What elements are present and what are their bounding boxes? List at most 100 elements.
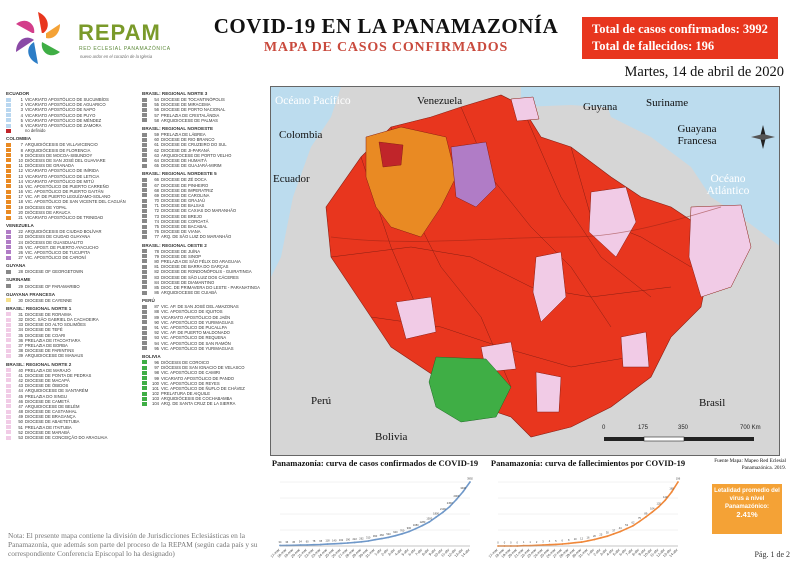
legend-label: DIOCESE DE CAYENNE bbox=[25, 297, 72, 303]
legend-label: DIOCESE OF GEORGETOWN bbox=[25, 269, 84, 275]
legend-swatch bbox=[142, 335, 147, 340]
deaths-data-label: 89 bbox=[644, 511, 647, 515]
deaths-point bbox=[670, 491, 673, 494]
deaths-point bbox=[593, 538, 596, 541]
legend-label: VIC. APOSTÓLICO DE YURIMAGUAS bbox=[161, 345, 234, 351]
legend-number: 90 bbox=[154, 319, 159, 325]
legend-swatch bbox=[6, 205, 11, 210]
legend-item: 81 DIOCESE DE BARRA DO GARÇAS bbox=[142, 264, 268, 269]
legend-label: DIOCESE DE GRAJAÚ bbox=[161, 198, 205, 204]
legend-item: 39 ARQUIDIOCESE DE MANAUS bbox=[6, 353, 138, 358]
legend-heading: BOLIVIA bbox=[142, 353, 161, 359]
legend-label: DIOCESE DO ALTO SOLIMÕES bbox=[25, 322, 86, 328]
legend-label: PRELAZIA DE CRISTALÂNDIA bbox=[161, 112, 220, 118]
legend-item: 50 DIOCESE DE ABAETETUBA bbox=[6, 419, 138, 424]
legend-label: ARQ. DE SANTA CRUZ DE LA SIERRA bbox=[161, 401, 236, 407]
legend-label: VIC. APOSTÓLICO DE REQUENA bbox=[161, 335, 227, 341]
deaths-data-label: 1 bbox=[523, 540, 525, 544]
legend-swatch bbox=[6, 284, 11, 289]
label-peru: Perú bbox=[311, 395, 332, 407]
legend-swatch bbox=[142, 214, 147, 219]
legend-swatch bbox=[6, 373, 11, 378]
cases-data-label: 3992 bbox=[467, 477, 473, 481]
deaths-x-tick-label: 2-abr bbox=[593, 547, 602, 556]
map-credit: Fuente Mapa: Mapeo Red Eclesial Panamazó… bbox=[714, 458, 786, 471]
legend-label: DIOCESE DE CASTANHAL bbox=[25, 409, 77, 415]
legend-swatch bbox=[6, 168, 11, 173]
legend-item: 33 DIOCESE DO ALTO SOLIMÕES bbox=[6, 322, 138, 327]
deaths-data-label: 0 bbox=[517, 541, 519, 545]
legend-swatch bbox=[6, 229, 11, 234]
legend-number: 46 bbox=[18, 398, 23, 404]
legend-item: 42 DIOCESE DE MACAPÁ bbox=[6, 378, 138, 383]
legend-swatch bbox=[142, 148, 147, 153]
legend-swatch bbox=[142, 249, 147, 254]
legend-number: 29 bbox=[18, 283, 23, 289]
cases-x-tick-label: 12-abr bbox=[447, 547, 458, 558]
legend-swatch bbox=[142, 118, 147, 123]
deaths-point bbox=[561, 543, 564, 545]
legend-item: 40 PRELAZIA DE MARAJÓ bbox=[6, 368, 138, 373]
legend-swatch bbox=[6, 394, 11, 399]
legend-number: 61 bbox=[154, 142, 159, 148]
cases-data-label: 118 bbox=[325, 539, 330, 543]
legend-number: 49 bbox=[18, 414, 23, 420]
legend-item: 70 DIOCESE DE GRAJAÚ bbox=[142, 198, 268, 203]
deaths-point bbox=[619, 530, 622, 533]
deaths-data-label: 6 bbox=[562, 539, 564, 543]
legend-item: 27 VIC. APOSTÓLICO DE CARONÍ bbox=[6, 255, 138, 260]
legend-number: 80 bbox=[154, 258, 159, 264]
total-cases: Total de casos confirmados: 3992 bbox=[592, 22, 768, 36]
deaths-point bbox=[574, 541, 577, 544]
legend-swatch bbox=[142, 365, 147, 370]
legend-swatch bbox=[6, 153, 11, 158]
cases-point bbox=[353, 541, 356, 544]
legend-heading: BRASIL: REGIONAL NORTE 3 bbox=[142, 91, 208, 96]
legend-item: 59 PRELAZIA DE LÁBREA bbox=[142, 132, 268, 137]
legend-number: 95 bbox=[154, 345, 159, 351]
cases-data-label: 78 bbox=[312, 539, 315, 543]
legend-swatch bbox=[142, 177, 147, 182]
river-line bbox=[330, 206, 722, 242]
legend-label: DIOCESE DE CONCEIÇÃO DO ARAGUAIA bbox=[25, 435, 108, 441]
legend-label: VICARIATO APOSTÓLICO DE ZAMORA bbox=[25, 123, 102, 129]
legend-label: DIOCESE DE BACABAL bbox=[161, 224, 208, 230]
deaths-x-tick-label: 6-abr bbox=[619, 547, 628, 556]
legend-swatch bbox=[6, 435, 11, 440]
cases-x-tick-label: 8-abr bbox=[421, 547, 430, 556]
deaths-point bbox=[644, 516, 647, 518]
cases-x-tick-label: 26-mar bbox=[331, 547, 342, 558]
legend-label: PRELAZIA DE ITACOATIARA bbox=[25, 337, 81, 343]
legend-item: 64 DIOCESE DE HUMAITÁ bbox=[142, 158, 268, 163]
legend-number: 19 bbox=[18, 204, 23, 210]
legend-label: DIÓCESIS DE COROICO bbox=[161, 359, 210, 365]
legend-number: 82 bbox=[154, 269, 159, 275]
cases-data-label: 60 bbox=[306, 540, 309, 544]
legend-number: 104 bbox=[152, 401, 159, 407]
cases-data-label: 2900 bbox=[454, 494, 460, 498]
deaths-chart-svg: 0 0 0 0 1 1 2 3 4 5 6 8 10 12 16 2025303744536275891041… bbox=[488, 477, 681, 559]
legend-label: DIÓCESIS DE GRANADA bbox=[25, 163, 74, 169]
legend-label: PRELAZIA DE MARAJÓ bbox=[25, 367, 71, 373]
cases-point bbox=[421, 524, 424, 527]
legend-swatch bbox=[6, 240, 11, 245]
legend-label: ARQUIDIÓCESIS DE VILLAVICENCIO bbox=[25, 142, 98, 148]
legend-item: 62 DIOCESE DE JI-PARANÁ bbox=[142, 148, 268, 153]
deaths-data-label: 0 bbox=[510, 541, 512, 545]
legend-number: 97 bbox=[154, 365, 159, 371]
map-panel[interactable]: Océano Pacífico Venezuela Guyana Surinam… bbox=[270, 86, 780, 456]
legend-label: DIOCESE DE PONTA DE PEDRAS bbox=[25, 372, 92, 378]
legend-item: 51 PRELAZIA DE ITAITUBA bbox=[6, 425, 138, 430]
cases-x-tick-label: 10-abr bbox=[433, 547, 444, 558]
legend-item: 73 DIOCESE DE BREJO bbox=[142, 214, 268, 219]
cases-point bbox=[367, 540, 370, 542]
region-pink-61 bbox=[395, 296, 437, 340]
deaths-data-label: 140 bbox=[663, 495, 668, 499]
page-title: COVID-19 EN LA PANAMAZONÍA bbox=[213, 14, 559, 38]
legend-label: PRELAZIA DE SÃO FÉLIX DO ARAGUAIA bbox=[161, 258, 241, 264]
legend-item: 96 DIÓCESIS DE COROICO bbox=[142, 360, 268, 365]
legend-item: 20 DIÓCESIS DE ARAUCA bbox=[6, 210, 138, 215]
legend-number: 8 bbox=[20, 147, 23, 153]
legend-heading: VENEZUELA bbox=[6, 223, 34, 229]
legend-item: 49 DIOCESE DE BRAGANÇA bbox=[6, 414, 138, 419]
